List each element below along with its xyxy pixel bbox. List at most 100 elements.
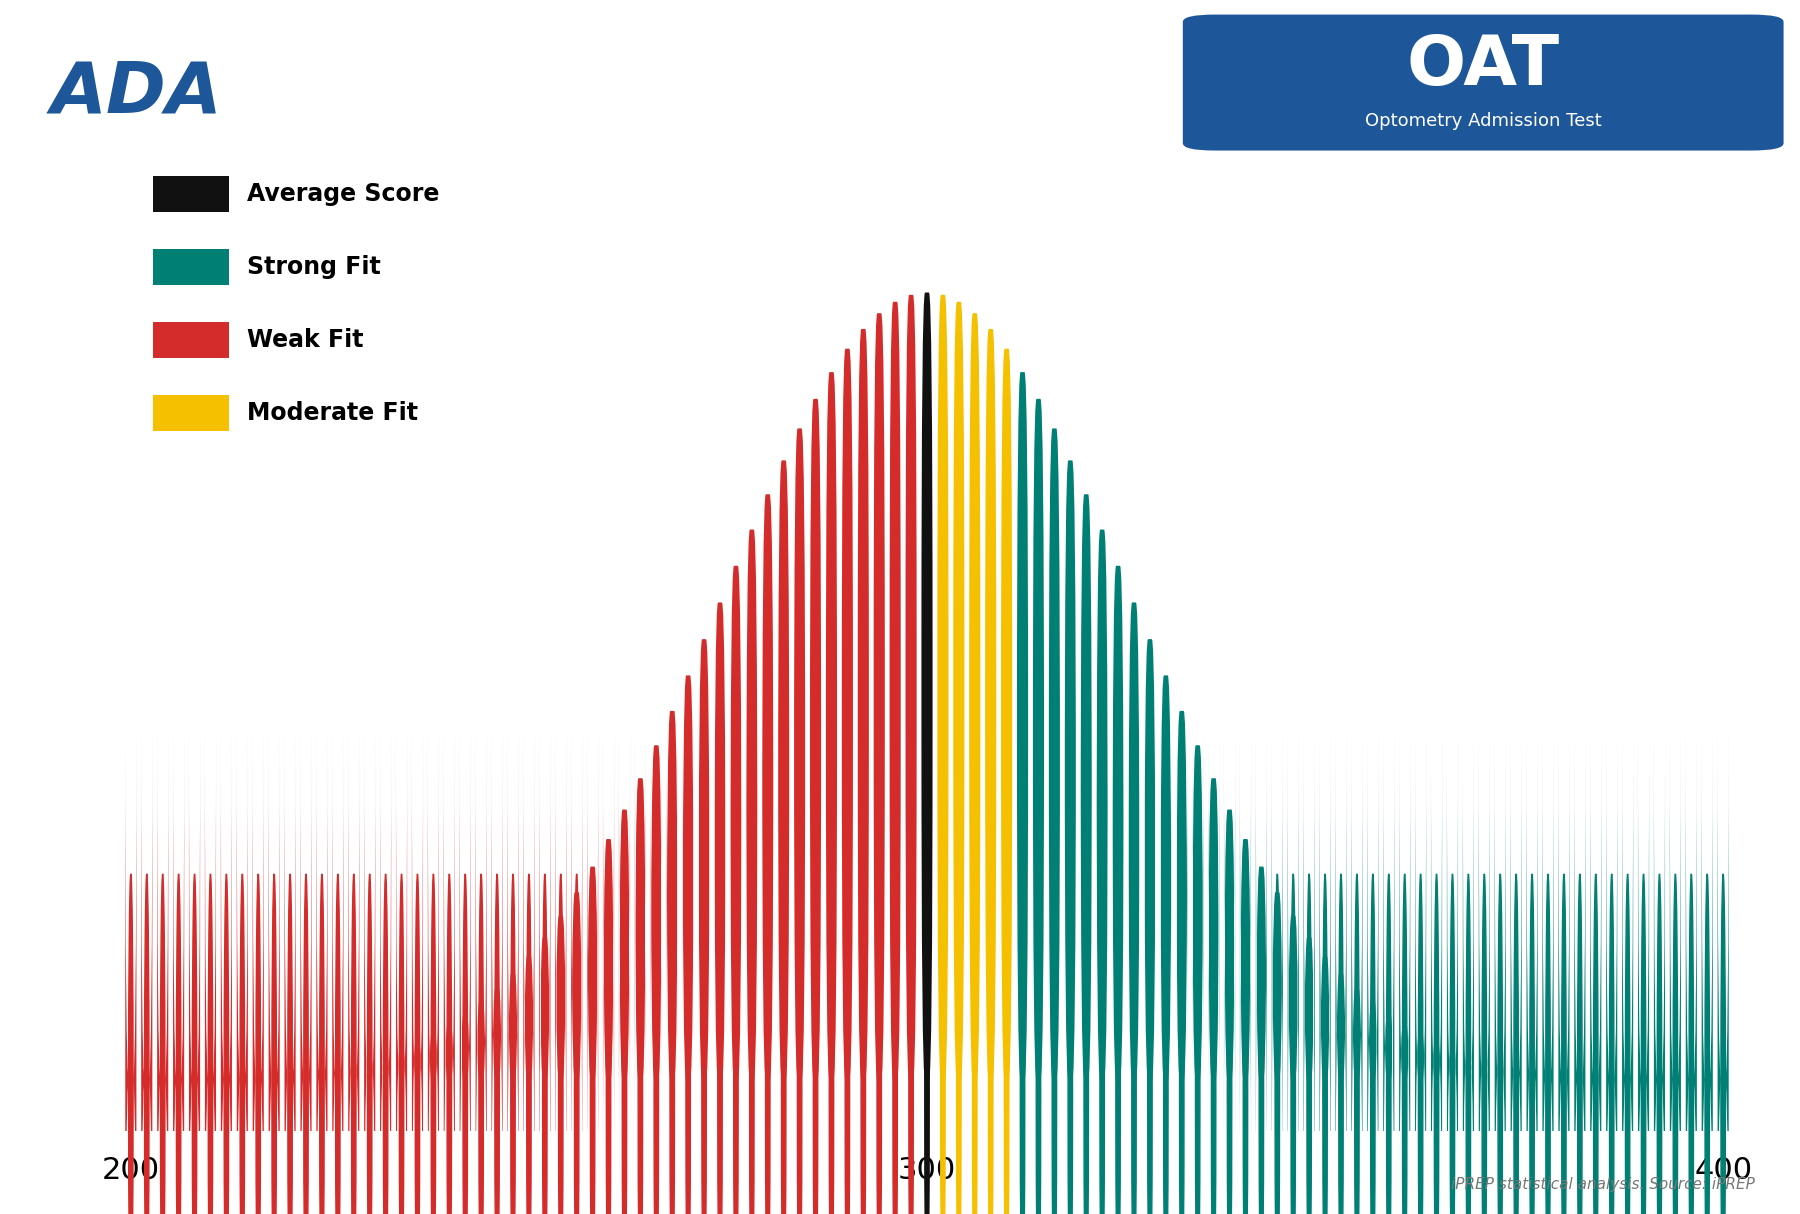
Text: ADA: ADA — [50, 58, 221, 127]
FancyBboxPatch shape — [1319, 726, 1330, 1214]
FancyBboxPatch shape — [1717, 726, 1728, 1214]
FancyBboxPatch shape — [1352, 726, 1363, 1214]
FancyBboxPatch shape — [1240, 726, 1251, 1193]
Circle shape — [1451, 874, 1454, 1214]
Circle shape — [1609, 874, 1615, 1214]
FancyBboxPatch shape — [1001, 348, 1012, 1080]
Circle shape — [1705, 874, 1710, 1214]
Circle shape — [702, 874, 706, 1214]
Circle shape — [877, 874, 882, 1214]
Circle shape — [734, 874, 738, 1214]
Circle shape — [956, 874, 961, 1214]
FancyBboxPatch shape — [985, 329, 995, 1080]
FancyBboxPatch shape — [1399, 726, 1409, 1214]
FancyBboxPatch shape — [731, 566, 742, 1080]
Circle shape — [1021, 874, 1024, 1214]
FancyBboxPatch shape — [540, 726, 551, 1214]
FancyBboxPatch shape — [1701, 726, 1714, 1214]
FancyBboxPatch shape — [715, 602, 725, 1080]
FancyBboxPatch shape — [968, 313, 981, 1080]
FancyBboxPatch shape — [1575, 726, 1586, 1214]
FancyBboxPatch shape — [524, 726, 535, 1214]
Circle shape — [1467, 874, 1471, 1214]
FancyBboxPatch shape — [922, 293, 932, 1080]
Circle shape — [193, 874, 196, 1214]
Circle shape — [304, 874, 308, 1214]
Circle shape — [128, 874, 133, 1214]
FancyBboxPatch shape — [1049, 429, 1060, 1080]
Circle shape — [718, 874, 722, 1214]
Circle shape — [590, 874, 594, 1214]
FancyBboxPatch shape — [587, 726, 598, 1214]
FancyBboxPatch shape — [1654, 726, 1665, 1214]
FancyBboxPatch shape — [747, 529, 758, 1080]
Circle shape — [1721, 874, 1726, 1214]
FancyBboxPatch shape — [508, 726, 518, 1214]
Circle shape — [765, 874, 770, 1214]
Circle shape — [988, 874, 994, 1214]
FancyBboxPatch shape — [1208, 726, 1219, 1133]
FancyBboxPatch shape — [1080, 494, 1093, 1080]
Circle shape — [670, 874, 675, 1214]
FancyBboxPatch shape — [1033, 399, 1044, 1080]
FancyBboxPatch shape — [205, 726, 216, 1214]
FancyBboxPatch shape — [1224, 726, 1235, 1164]
FancyBboxPatch shape — [842, 348, 853, 1080]
FancyBboxPatch shape — [954, 302, 965, 1080]
FancyBboxPatch shape — [1606, 726, 1616, 1214]
Circle shape — [160, 874, 166, 1214]
FancyBboxPatch shape — [571, 726, 581, 1214]
FancyBboxPatch shape — [652, 726, 662, 1100]
FancyBboxPatch shape — [1589, 726, 1602, 1214]
Circle shape — [893, 874, 898, 1214]
Circle shape — [1577, 874, 1582, 1214]
FancyBboxPatch shape — [126, 726, 137, 1214]
FancyBboxPatch shape — [284, 726, 295, 1214]
Circle shape — [1386, 874, 1391, 1214]
Circle shape — [1435, 874, 1438, 1214]
Circle shape — [814, 874, 817, 1214]
Circle shape — [1593, 874, 1598, 1214]
Circle shape — [432, 874, 436, 1214]
Circle shape — [781, 874, 787, 1214]
FancyBboxPatch shape — [1447, 726, 1458, 1214]
Circle shape — [383, 874, 387, 1214]
Circle shape — [1370, 874, 1375, 1214]
Circle shape — [1418, 874, 1422, 1214]
Circle shape — [479, 874, 484, 1214]
Circle shape — [1323, 874, 1327, 1214]
Circle shape — [1163, 874, 1168, 1214]
Circle shape — [1132, 874, 1136, 1214]
Circle shape — [1658, 874, 1661, 1214]
Circle shape — [511, 874, 515, 1214]
Circle shape — [925, 874, 929, 1214]
FancyBboxPatch shape — [889, 302, 900, 1080]
Circle shape — [400, 874, 403, 1214]
FancyBboxPatch shape — [1526, 726, 1537, 1214]
Circle shape — [351, 874, 356, 1214]
Circle shape — [463, 874, 468, 1214]
Text: Moderate Fit: Moderate Fit — [247, 401, 418, 425]
FancyBboxPatch shape — [1415, 726, 1426, 1214]
Circle shape — [797, 874, 801, 1214]
Circle shape — [367, 874, 373, 1214]
Text: Average Score: Average Score — [247, 182, 439, 206]
FancyBboxPatch shape — [778, 460, 788, 1080]
FancyBboxPatch shape — [189, 726, 200, 1214]
FancyBboxPatch shape — [810, 399, 821, 1080]
Text: Strong Fit: Strong Fit — [247, 255, 380, 279]
Text: Weak Fit: Weak Fit — [247, 328, 364, 352]
FancyBboxPatch shape — [396, 726, 407, 1214]
Circle shape — [1260, 874, 1264, 1214]
FancyBboxPatch shape — [1670, 726, 1681, 1214]
FancyBboxPatch shape — [317, 726, 328, 1214]
Circle shape — [1674, 874, 1678, 1214]
FancyBboxPatch shape — [682, 675, 693, 1080]
FancyBboxPatch shape — [347, 726, 360, 1214]
FancyBboxPatch shape — [603, 726, 614, 1193]
Circle shape — [846, 874, 850, 1214]
Circle shape — [1481, 874, 1487, 1214]
FancyBboxPatch shape — [1543, 726, 1553, 1214]
FancyBboxPatch shape — [1431, 726, 1442, 1214]
Circle shape — [1402, 874, 1408, 1214]
